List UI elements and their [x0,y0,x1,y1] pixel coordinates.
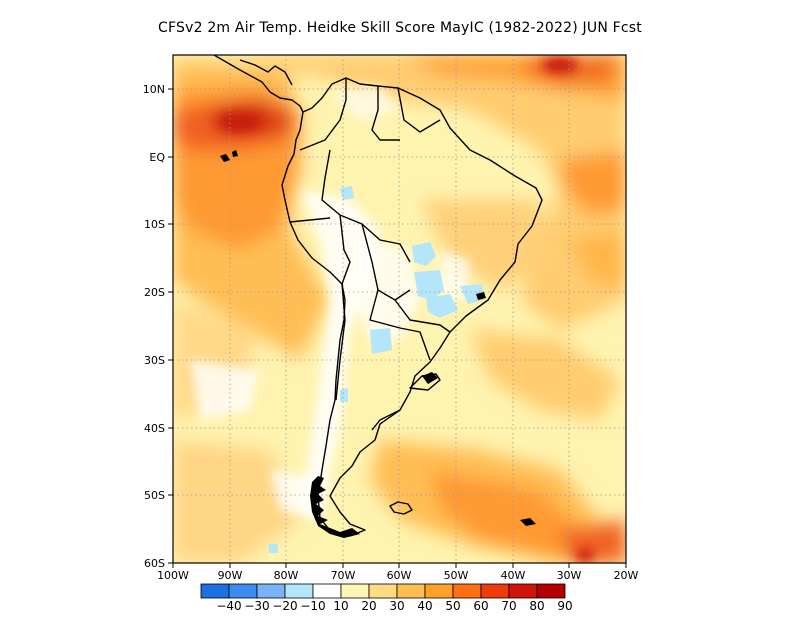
colorbar-swatch [340,583,370,599]
colorbar-swatch [200,583,230,599]
lon-label: 60W [387,569,412,582]
lat-label: 20S [144,286,165,299]
colorbar-swatch [228,583,258,599]
lat-label: 60S [144,557,165,570]
lon-label: 90W [218,569,243,582]
colorbar-label: 10 [333,599,348,613]
coastline-outline [213,55,543,537]
colorbar-swatch [508,583,538,599]
lat-label: 10N [143,83,165,96]
coast-fragments [220,150,536,538]
colorbar-swatch [368,583,398,599]
skill-shading [173,55,626,563]
colorbar-label: −10 [300,599,325,613]
colorbar-label: 80 [529,599,544,613]
chart-title: CFSv2 2m Air Temp. Heidke Skill Score Ma… [158,20,642,36]
lon-label: 40W [501,569,526,582]
lon-label: 80W [274,569,299,582]
colorbar-label: 60 [473,599,488,613]
lon-ticks [172,563,627,568]
lat-label: 10S [144,218,165,231]
colorbar-label: 70 [501,599,516,613]
colorbar-swatch [536,583,566,599]
colorbar-label: −30 [244,599,269,613]
colorbar-label: 40 [417,599,432,613]
colorbar-swatch [452,583,482,599]
lat-label: 30S [144,354,165,367]
lon-label: 70W [331,569,356,582]
lat-label: 50S [144,489,165,502]
map-gridlines [173,55,626,563]
colorbar-swatch [312,583,342,599]
colorbar-label: −40 [216,599,241,613]
colorbar-swatch [256,583,286,599]
colorbar-swatch [396,583,426,599]
lat-label: EQ [149,151,165,164]
colorbar-swatch [424,583,454,599]
colorbar-swatch [284,583,314,599]
lon-label: 20W [614,569,639,582]
lat-label: 40S [144,422,165,435]
colorbar-label: 50 [445,599,460,613]
lon-label: 30W [557,569,582,582]
colorbar-label: 30 [389,599,404,613]
colorbar-label: 90 [557,599,572,613]
colorbar-label: −20 [272,599,297,613]
colorbar: −40 −30 −20 −10 10 20 30 40 50 60 70 80 90 [200,583,573,613]
lat-ticks [168,88,173,564]
colorbar-label: 20 [361,599,376,613]
lon-label: 100W [157,569,189,582]
colorbar-swatch [480,583,510,599]
lon-label: 50W [444,569,469,582]
